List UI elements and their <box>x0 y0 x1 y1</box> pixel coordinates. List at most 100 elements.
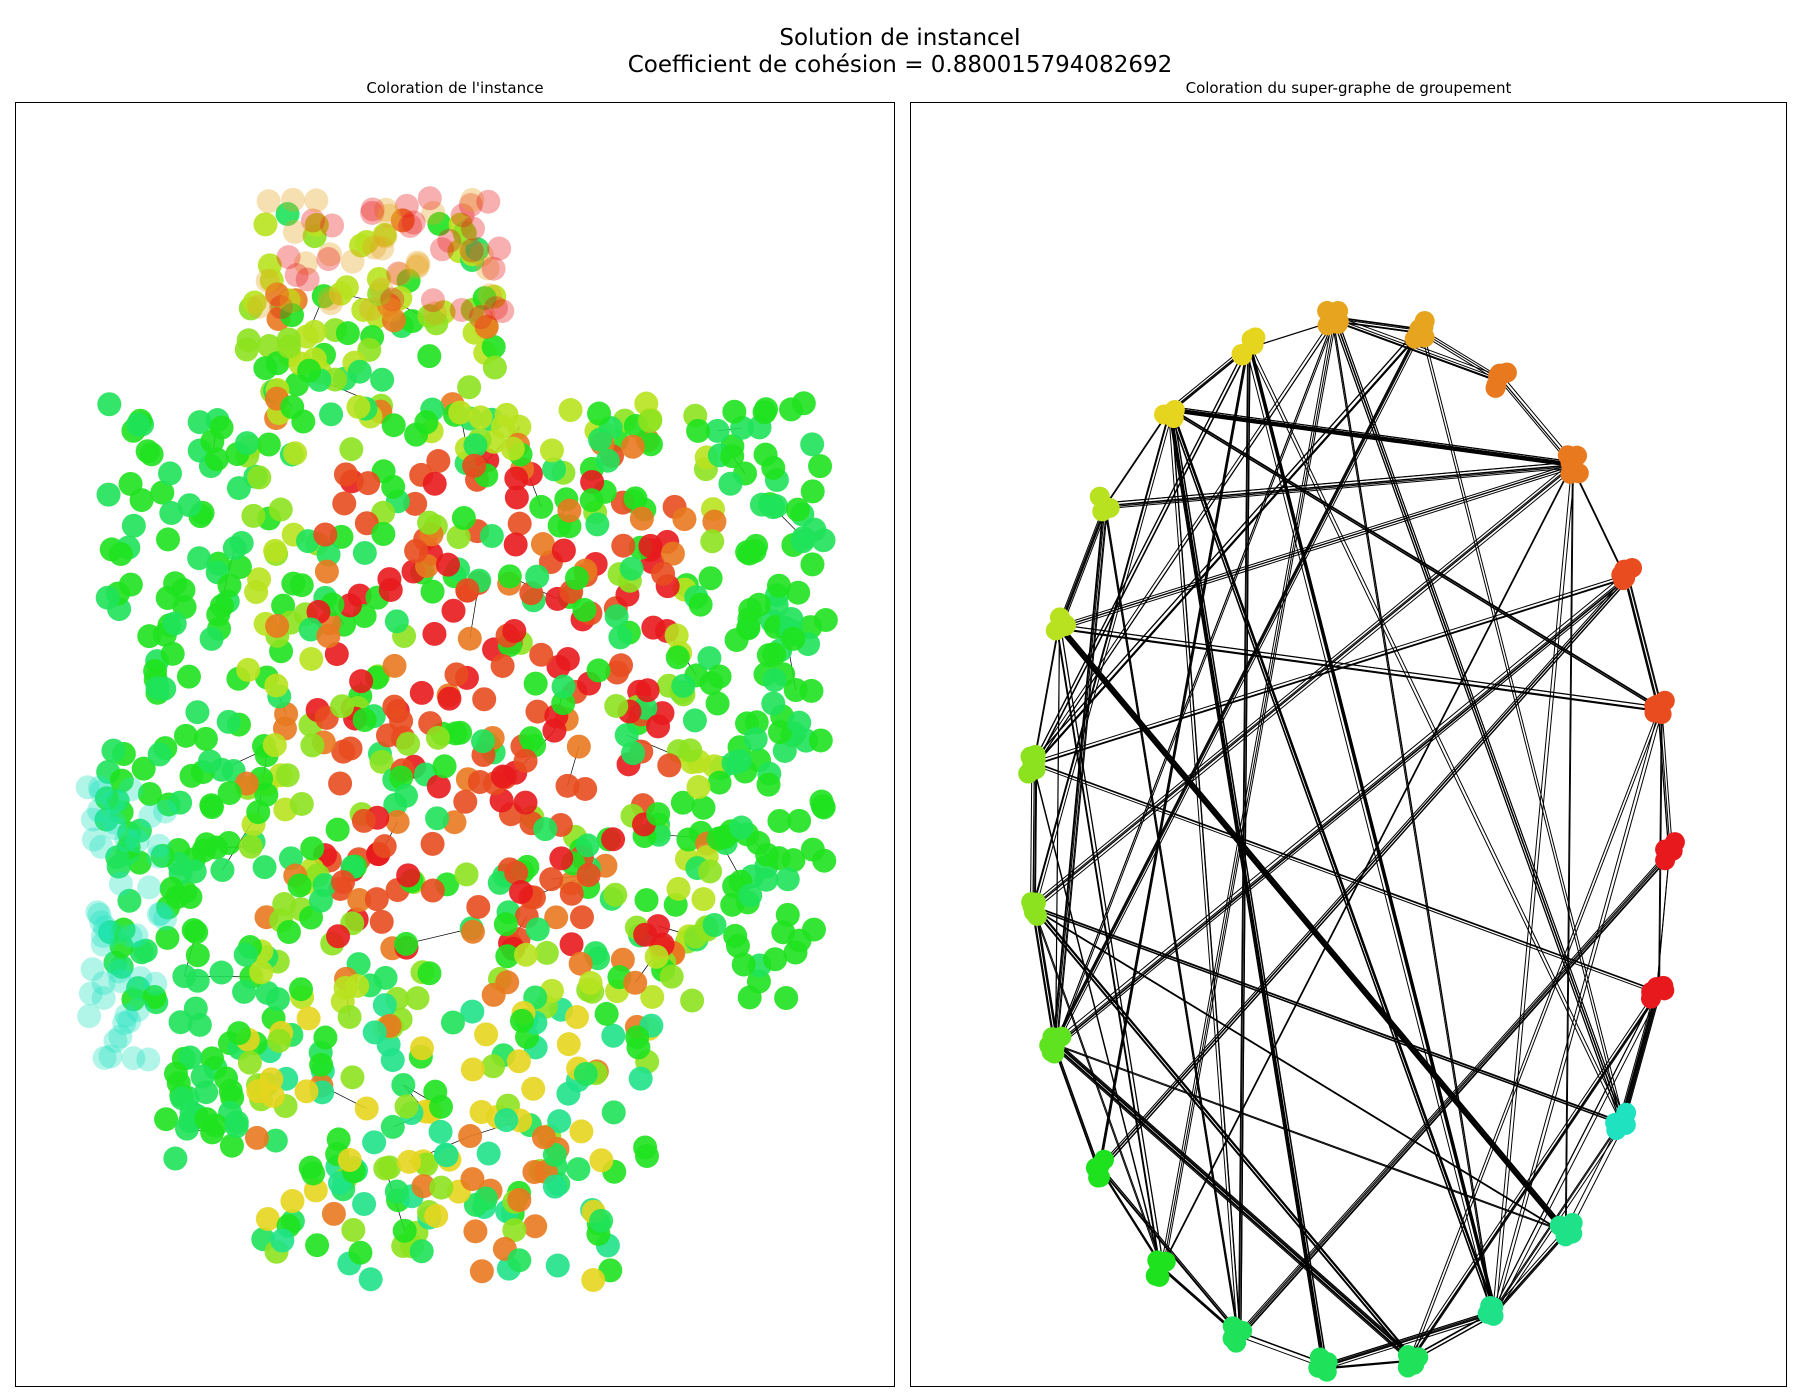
instance-node <box>200 1046 225 1071</box>
supergraph-edge <box>1624 574 1660 708</box>
instance-node <box>569 1119 594 1144</box>
instance-node <box>568 951 593 976</box>
instance-node <box>660 541 685 566</box>
supergraph-edge <box>1103 461 1571 504</box>
supergraph-edge <box>1170 406 1574 463</box>
instance-node <box>503 532 528 557</box>
instance-node <box>509 1008 534 1033</box>
instance-node-faded <box>148 901 173 926</box>
supergraph-edge <box>1033 908 1413 1362</box>
instance-node <box>369 749 394 774</box>
instance-node <box>460 999 485 1024</box>
instance-node-faded <box>255 268 280 293</box>
instance-node-faded <box>279 289 304 314</box>
instance-node <box>482 355 507 380</box>
instance-node <box>808 454 833 479</box>
instance-node <box>324 642 349 667</box>
supergraph-edge <box>1422 329 1625 1122</box>
instance-node <box>691 887 716 912</box>
supergraph-edge <box>1408 710 1659 1361</box>
supergraph-edge <box>1032 409 1171 907</box>
instance-node <box>392 1218 417 1243</box>
instance-node <box>349 233 374 258</box>
instance-node <box>688 592 713 617</box>
supergraph-edge <box>1030 904 1055 1043</box>
supergraph-edge <box>1099 346 1250 1169</box>
supergraph-edge <box>1033 625 1060 763</box>
instance-node <box>428 1094 453 1119</box>
supergraph-cluster-node <box>1480 1296 1501 1317</box>
instance-node <box>328 771 353 796</box>
instance-node <box>621 741 646 766</box>
instance-node <box>405 986 430 1011</box>
instance-node <box>609 653 634 678</box>
instance-node <box>809 789 834 814</box>
instance-node <box>813 608 838 633</box>
instance-node <box>513 942 538 967</box>
instance-node <box>601 827 626 852</box>
supergraph-edge <box>1336 315 1625 1120</box>
instance-node <box>420 579 445 604</box>
supergraph-cluster-node <box>1615 567 1636 588</box>
instance-node <box>97 392 122 417</box>
instance-node <box>339 437 364 462</box>
instance-node <box>775 902 800 927</box>
instance-node <box>109 768 134 793</box>
instance-node <box>152 676 177 701</box>
instance-node-faded <box>405 250 430 275</box>
instance-node <box>481 1054 506 1079</box>
instance-node-faded <box>138 804 163 829</box>
instance-node <box>427 211 452 236</box>
supergraph-edge <box>1245 347 1492 1315</box>
supergraph-edge <box>1494 1233 1568 1315</box>
instance-node <box>233 942 258 967</box>
instance-node-faded <box>91 971 116 996</box>
instance-node <box>664 623 689 648</box>
supergraph-edge <box>1172 407 1575 465</box>
instance-node <box>217 573 242 598</box>
instance-node <box>108 542 133 567</box>
supergraph-edge <box>1032 762 1035 906</box>
instance-node <box>270 1228 295 1253</box>
supergraph-cluster-node <box>1310 1356 1331 1377</box>
instance-node <box>767 720 792 745</box>
instance-node <box>665 645 690 670</box>
supergraph-cluster-node <box>1640 988 1661 1009</box>
instance-node <box>448 400 473 425</box>
supergraph-edge <box>1490 992 1656 1314</box>
instance-node <box>227 555 252 580</box>
instance-node <box>518 726 543 751</box>
instance-node <box>249 960 274 985</box>
instance-node <box>265 282 290 307</box>
supergraph-edge <box>1032 906 1163 1268</box>
instance-node <box>507 414 532 439</box>
supergraph-edge <box>1060 503 1108 625</box>
instance-node <box>428 1119 453 1144</box>
instance-node <box>424 1203 449 1228</box>
supergraph-edge <box>1494 994 1660 1316</box>
instance-node <box>334 275 359 300</box>
instance-node <box>352 540 377 565</box>
instance-node <box>265 351 290 376</box>
supergraph-edge <box>1060 462 1575 626</box>
instance-node <box>761 691 786 716</box>
supergraph-edge <box>1060 627 1662 712</box>
instance-node-faded <box>430 237 455 262</box>
instance-node <box>718 471 743 496</box>
instance-node <box>163 1061 188 1086</box>
instance-node-faded <box>340 249 365 274</box>
instance-node <box>531 1125 556 1150</box>
instance-node-faded <box>102 810 127 835</box>
instance-node <box>244 580 269 605</box>
supergraph-edge <box>1410 994 1659 1362</box>
supergraph-edge <box>1053 1047 1099 1171</box>
instance-node <box>362 1130 387 1155</box>
right-panel-title: Coloration du super-graphe de groupement <box>1185 79 1512 97</box>
instance-node-faded <box>304 188 329 213</box>
supergraph-cluster-node <box>1156 404 1177 425</box>
supergraph-edge <box>1035 411 1174 909</box>
instance-node <box>101 738 126 763</box>
instance-node-faded <box>91 985 116 1010</box>
supergraph-edge <box>1240 850 1673 1335</box>
supergraph-edge <box>1056 629 1161 1271</box>
